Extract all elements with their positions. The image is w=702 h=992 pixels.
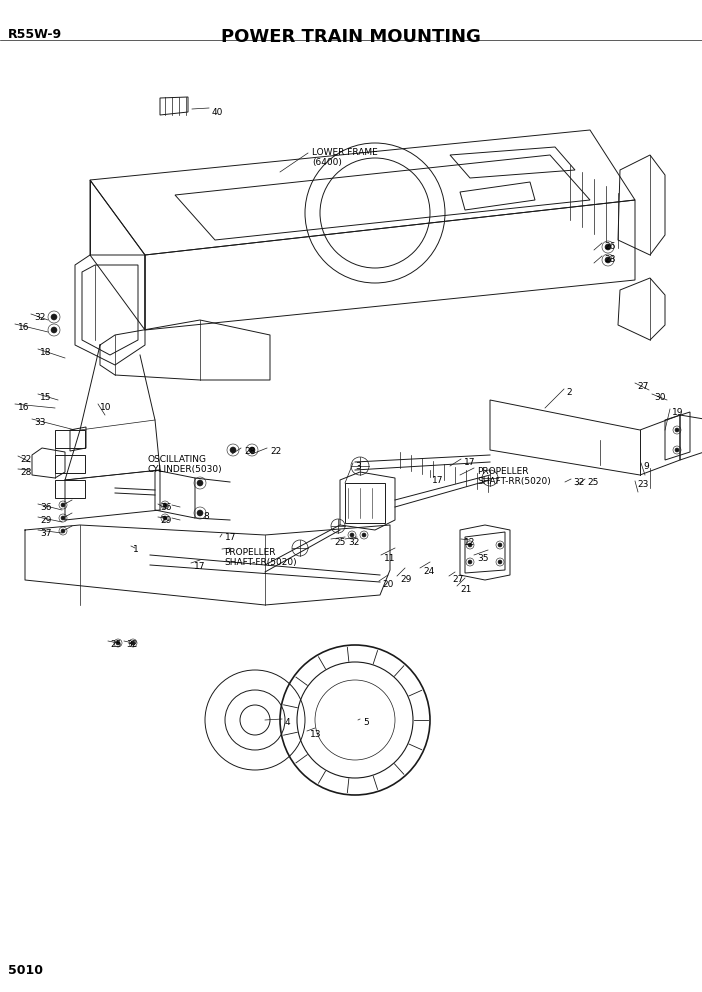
Text: 25: 25 xyxy=(587,478,598,487)
Circle shape xyxy=(249,447,255,453)
Text: 24: 24 xyxy=(423,567,435,576)
Text: 22: 22 xyxy=(270,447,282,456)
Circle shape xyxy=(131,641,135,645)
Circle shape xyxy=(163,516,167,520)
Text: 36: 36 xyxy=(40,503,51,512)
Text: 8: 8 xyxy=(203,512,208,521)
Circle shape xyxy=(362,533,366,537)
Text: 25: 25 xyxy=(334,538,345,547)
Bar xyxy=(55,430,85,448)
Circle shape xyxy=(197,510,203,516)
Circle shape xyxy=(675,448,679,452)
Text: 1: 1 xyxy=(133,545,139,554)
Text: 32: 32 xyxy=(34,313,46,322)
Circle shape xyxy=(230,447,236,453)
Text: 28: 28 xyxy=(244,447,256,456)
Text: 20: 20 xyxy=(382,580,393,589)
Text: 16: 16 xyxy=(18,323,29,332)
Text: 25: 25 xyxy=(110,640,121,649)
Text: 32: 32 xyxy=(573,478,584,487)
Text: OSCILLATING
CYLINDER(5030): OSCILLATING CYLINDER(5030) xyxy=(147,455,222,474)
Text: 28: 28 xyxy=(20,468,32,477)
Text: 12: 12 xyxy=(464,538,475,547)
Text: PROPELLER
SHAFT-FR(5020): PROPELLER SHAFT-FR(5020) xyxy=(224,548,297,567)
Text: 29: 29 xyxy=(40,516,51,525)
Text: 3: 3 xyxy=(355,462,361,471)
Text: R55W-9: R55W-9 xyxy=(8,28,62,41)
Text: 5010: 5010 xyxy=(8,964,43,977)
Circle shape xyxy=(163,503,167,507)
Circle shape xyxy=(498,560,502,564)
Text: 36: 36 xyxy=(160,503,171,512)
Text: 9: 9 xyxy=(643,462,649,471)
Circle shape xyxy=(350,533,354,537)
Text: 33: 33 xyxy=(34,418,46,427)
Circle shape xyxy=(675,428,679,432)
Text: POWER TRAIN MOUNTING: POWER TRAIN MOUNTING xyxy=(221,28,481,46)
Text: 40: 40 xyxy=(212,108,223,117)
Text: 28: 28 xyxy=(604,255,616,264)
Text: 10: 10 xyxy=(100,403,112,412)
Circle shape xyxy=(468,543,472,547)
Circle shape xyxy=(61,503,65,507)
Text: 17: 17 xyxy=(464,458,475,467)
Text: 5: 5 xyxy=(363,718,369,727)
Text: 4: 4 xyxy=(285,718,291,727)
Text: 29: 29 xyxy=(400,575,411,584)
Text: 17: 17 xyxy=(194,562,206,571)
Text: 27: 27 xyxy=(637,382,649,391)
Text: PROPELLER
SHAFT-RR(5020): PROPELLER SHAFT-RR(5020) xyxy=(477,467,551,486)
Text: 29: 29 xyxy=(160,516,171,525)
Text: 18: 18 xyxy=(40,348,51,357)
Text: 17: 17 xyxy=(225,533,237,542)
Text: 16: 16 xyxy=(18,403,29,412)
Text: 35: 35 xyxy=(477,554,489,563)
Circle shape xyxy=(498,543,502,547)
Text: 30: 30 xyxy=(654,393,665,402)
Text: 15: 15 xyxy=(40,393,51,402)
Text: 22: 22 xyxy=(20,455,32,464)
Circle shape xyxy=(61,529,65,533)
Circle shape xyxy=(605,244,611,250)
Circle shape xyxy=(197,480,203,486)
Text: 19: 19 xyxy=(672,408,684,417)
Text: 11: 11 xyxy=(384,554,395,563)
Text: LOWER FRAME
(6400): LOWER FRAME (6400) xyxy=(312,148,378,168)
Circle shape xyxy=(51,314,57,320)
Text: 32: 32 xyxy=(348,538,359,547)
Text: 27: 27 xyxy=(452,575,463,584)
Circle shape xyxy=(605,257,611,263)
Text: 37: 37 xyxy=(40,529,51,538)
Text: 23: 23 xyxy=(637,480,649,489)
Text: 2: 2 xyxy=(566,388,571,397)
Circle shape xyxy=(61,516,65,520)
Bar xyxy=(55,480,85,498)
Text: 26: 26 xyxy=(604,242,616,251)
Text: 32: 32 xyxy=(126,640,138,649)
Text: 17: 17 xyxy=(432,476,444,485)
Bar xyxy=(345,483,385,523)
Text: 21: 21 xyxy=(460,585,471,594)
Bar xyxy=(55,455,85,473)
Circle shape xyxy=(468,560,472,564)
Circle shape xyxy=(51,327,57,333)
Circle shape xyxy=(116,641,120,645)
Text: 13: 13 xyxy=(310,730,322,739)
